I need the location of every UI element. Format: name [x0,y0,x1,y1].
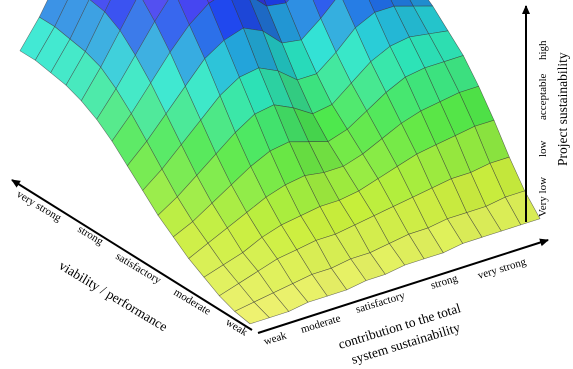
surface-cell-shade [474,120,510,164]
surface-cell-shade [192,203,228,244]
surface-cell-shade [366,92,402,139]
y-axis-line [11,179,253,331]
surface-cell-shade [189,3,224,59]
surface-cell-shade [20,17,55,61]
surface-cell-shade [96,88,132,142]
surface-cell-shade [220,77,255,133]
surface-cell-shade [262,30,298,80]
surface-cell-shade [409,0,433,7]
surface-cell-shade [390,0,414,7]
y-tick-label: strong [75,223,105,248]
surface-cell-shade [54,0,89,40]
surface-cell-shade [81,67,116,120]
surface-cell-shade [249,0,282,43]
z-tick-label: Very low [537,177,549,217]
surface-cell-shade [258,67,294,108]
surface-cell-shade [104,0,137,31]
z-axis-ticks: Very low low acceptable high [537,40,549,217]
surface-cell-shade [286,0,321,40]
surface-cell-shade [142,169,178,216]
surface-cell-shade [112,113,147,166]
surface-cell-shade [394,6,429,37]
x-axis-line [257,238,549,334]
surface-cell-shade [347,110,382,154]
surface-cell-shade [70,0,105,52]
z-tick-label: high [537,40,549,60]
surface-cell-shade [409,33,444,68]
surface-cell-shade [308,141,344,173]
surface-cell-shade [120,0,155,56]
surface-cell-shade [166,86,201,145]
z-tick-label: low [537,140,549,157]
surface-cell-shade [301,18,336,74]
surface-cell-shade [178,0,209,25]
surface-cell-shade [85,11,120,68]
surface-cell-shade [243,28,278,71]
surface-cell-shade [90,0,111,12]
surface-cell-shade [264,0,286,7]
surface-cell [234,301,270,325]
surface-cell-shade [316,52,352,105]
z-axis-title: Project sustainability [555,52,570,166]
x-tick-label: weak [262,329,288,347]
surface-cell-shade [154,0,190,53]
surface-cell-shade [116,55,151,114]
surface-cell-shade [289,141,324,176]
surface-cell-shade [274,104,309,142]
surface-cell-shade [39,0,68,27]
surface-cell-shade [216,132,251,185]
surface-cell-shade [413,6,448,34]
surface-cell-shade [313,0,336,19]
surface-cell-shade [173,221,208,259]
x-tick-label: moderate [299,312,342,335]
surface-mesh [19,0,541,325]
surface-cell-shade [177,175,212,222]
surface-cell-shade [293,107,328,142]
surface-cell-shade [369,0,394,13]
y-tick-label: satisfactory [113,250,163,287]
surface-cell-shade [127,141,162,191]
surface-cell-shade [231,166,266,213]
y-tick-label: very strong [14,188,63,224]
surface-cell-shade [320,0,356,53]
surface-cell-shade [266,3,302,43]
surface-cell-shade [100,30,136,89]
surface-cell-shade [50,39,86,86]
surface-cell-shade [66,51,101,101]
surface-cell-shade [135,21,170,83]
surface-cell-shade [142,0,169,22]
surface-cell-shade [304,172,340,207]
surface-cell-shade [204,40,240,96]
surface-cell-shade [332,83,367,130]
surface-cell-shade [162,144,197,197]
surface-cell-shade [158,196,193,237]
surface-cell-shade [35,26,70,73]
surface-cell-shade [231,0,263,31]
z-tick-label: acceptable [537,73,549,120]
surface-cell-shade [131,83,166,142]
surface-cell-shade [278,70,313,114]
surface-cell-shade [282,39,317,80]
x-tick-label: strong [429,272,459,292]
surface-cell-shade [200,95,236,154]
